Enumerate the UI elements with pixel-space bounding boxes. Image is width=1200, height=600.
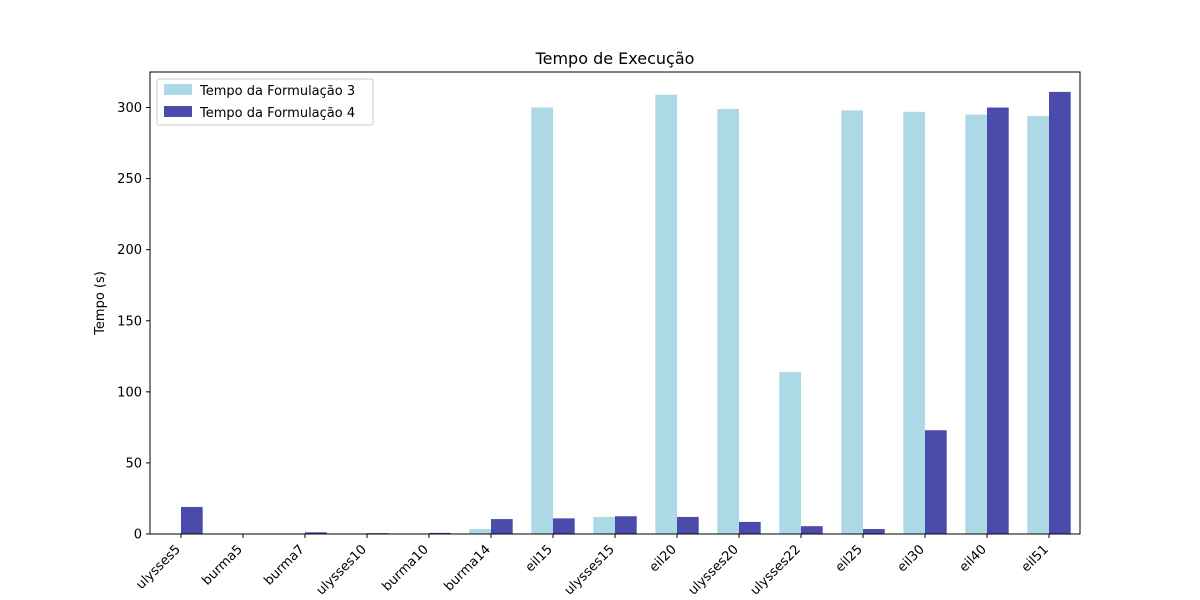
x-tick-label-eil40: eil40 [957, 542, 990, 575]
x-tick-label-burma5: burma5 [200, 542, 246, 588]
x-tick-label-eil30: eil30 [895, 542, 928, 575]
bar-eil25-formulacao-3 [841, 110, 863, 534]
x-tick-label-ulysses15: ulysses15 [562, 542, 618, 598]
bar-ulysses20-formulacao-4 [739, 521, 761, 534]
bar-burma14-formulacao-4 [491, 519, 513, 534]
y-tick-label: 200 [117, 243, 142, 258]
bar-eil30-formulacao-3 [903, 111, 925, 535]
y-tick-label: 0 [134, 528, 142, 543]
legend-label-formulacao-3: Tempo da Formulação 3 [199, 84, 355, 99]
bar-eil40-formulacao-3 [965, 114, 987, 535]
bar-burma7-formulacao-4 [305, 532, 327, 534]
y-tick-label: 100 [117, 385, 142, 400]
bar-eil51-formulacao-4 [1049, 91, 1071, 535]
plot-frame [149, 71, 1081, 535]
legend-label-formulacao-4: Tempo da Formulação 4 [199, 106, 355, 121]
y-axis-label: Tempo (s) [93, 271, 108, 336]
x-tick-label-burma14: burma14 [442, 542, 494, 594]
bar-eil25-formulacao-4 [863, 529, 885, 534]
bars-layer [181, 91, 1071, 535]
x-tick-label-burma10: burma10 [380, 542, 432, 594]
x-tick-label-ulysses20: ulysses20 [686, 542, 742, 598]
x-tick-label-eil15: eil15 [523, 542, 556, 575]
bar-eil15-formulacao-4 [553, 518, 575, 534]
y-tick-label: 300 [117, 101, 142, 116]
chart-title: Tempo de Execução [535, 49, 695, 68]
x-tick-label-ulysses10: ulysses10 [314, 542, 370, 598]
bar-eil20-formulacao-4 [677, 516, 699, 534]
x-tick-label-ulysses5: ulysses5 [134, 542, 184, 592]
bar-ulysses22-formulacao-3 [779, 371, 801, 534]
y-axis-ticks: 0 50 100 150 200 250 300 [117, 101, 150, 543]
x-axis-ticks: ulysses5 burma5 burma7 ulysses10 burma10 burm… [134, 534, 1052, 598]
bar-eil20-formulacao-3 [655, 94, 677, 535]
bar-ulysses5-formulacao-4 [181, 506, 203, 534]
bar-eil51-formulacao-3 [1027, 116, 1049, 534]
x-tick-label-ulysses22: ulysses22 [748, 542, 804, 598]
x-tick-label-eil25: eil25 [833, 542, 866, 575]
y-tick-label: 250 [117, 172, 142, 187]
bar-ulysses15-formulacao-3 [593, 516, 615, 534]
y-tick-label: 150 [117, 314, 142, 329]
legend: Tempo da Formulação 3 Tempo da Formulaçã… [156, 78, 374, 126]
bar-burma10-formulacao-4 [429, 532, 451, 534]
bar-ulysses22-formulacao-4 [801, 526, 823, 534]
bar-burma14-formulacao-3 [469, 529, 491, 534]
legend-swatch-formulacao-3 [164, 84, 192, 95]
x-tick-label-burma7: burma7 [262, 542, 308, 588]
legend-box [156, 78, 374, 126]
bar-eil30-formulacao-4 [925, 430, 947, 534]
bar-ulysses20-formulacao-3 [717, 108, 739, 535]
x-tick-label-eil51: eil51 [1019, 542, 1052, 575]
bar-eil40-formulacao-4 [987, 107, 1009, 534]
bar-eil15-formulacao-3 [531, 107, 553, 534]
bar-ulysses15-formulacao-4 [615, 516, 637, 534]
x-tick-label-eil20: eil20 [647, 542, 680, 575]
y-tick-label: 50 [125, 456, 142, 471]
legend-swatch-formulacao-4 [164, 106, 192, 117]
